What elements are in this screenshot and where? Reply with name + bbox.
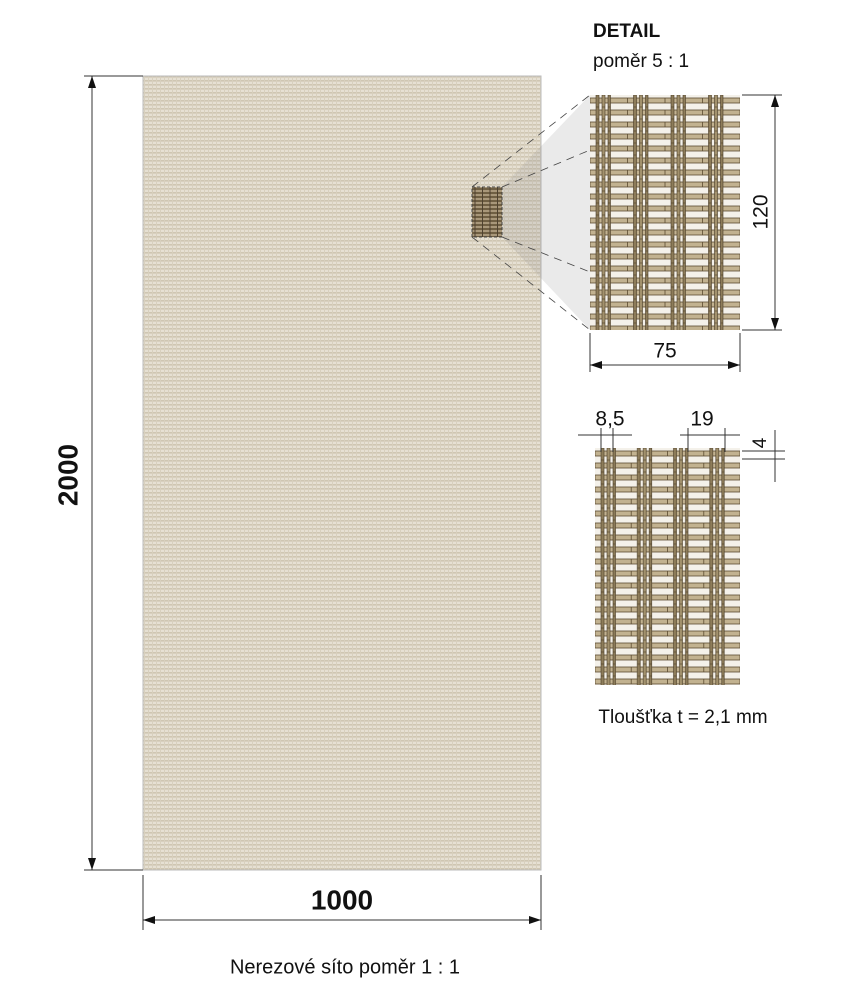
- detail-lines: [471, 94, 591, 331]
- panel-caption: Nerezové síto poměr 1 : 1: [230, 956, 460, 978]
- detail-title: DETAIL: [593, 21, 661, 42]
- extension-lines: [589, 94, 782, 372]
- detail-scale: poměr 5 : 1: [593, 51, 689, 72]
- detail-width: 75: [653, 340, 676, 363]
- extension-lines: [84, 75, 542, 930]
- panel-width: 1000: [311, 884, 373, 915]
- bar-gap: 4: [750, 437, 771, 448]
- pitch-mesh: [595, 448, 740, 685]
- detail-mesh: [590, 95, 740, 330]
- dimension-lines: [578, 428, 785, 482]
- detail-height: 120: [750, 194, 773, 229]
- group-gap: 19: [690, 408, 713, 431]
- detail-area: [471, 186, 503, 238]
- thickness: Tloušťka t = 2,1 mm: [598, 707, 767, 728]
- panel-height: 2000: [52, 444, 83, 506]
- rod-gap: 8,5: [595, 408, 624, 431]
